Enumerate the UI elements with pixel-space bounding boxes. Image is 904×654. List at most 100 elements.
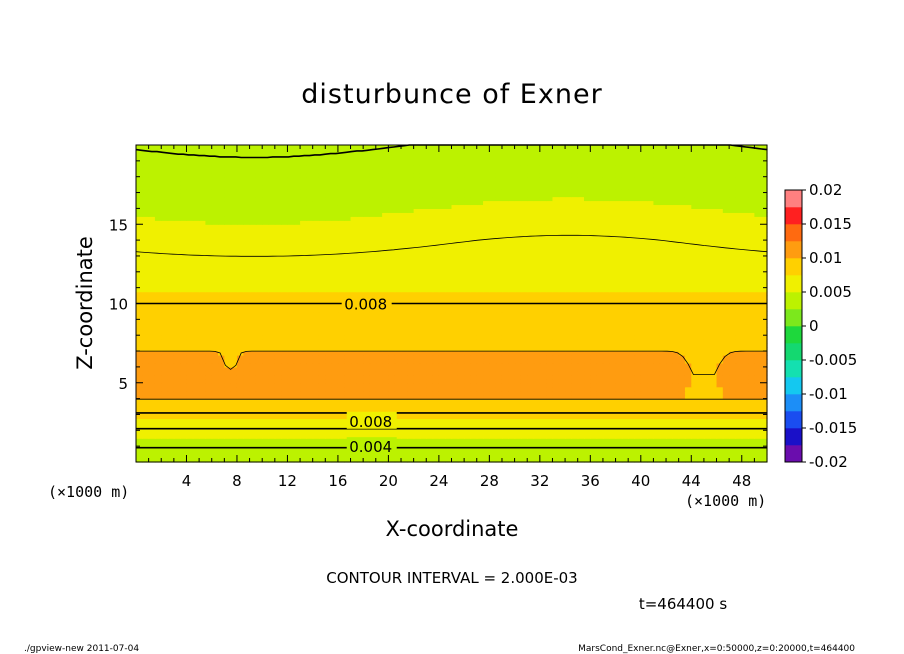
heatmap-cell [754, 422, 762, 427]
heatmap-cell [741, 271, 749, 277]
heatmap-cell [710, 267, 718, 273]
heatmap-cell [199, 295, 207, 301]
heatmap-cell [495, 315, 503, 320]
heatmap-cell [659, 323, 667, 328]
heatmap-cell [584, 362, 591, 368]
heatmap-cell [722, 390, 730, 396]
heatmap-cell [628, 438, 636, 443]
heatmap-cell [470, 434, 478, 439]
heatmap-cell [634, 438, 642, 443]
heatmap-cell [527, 414, 535, 420]
heatmap-cell [748, 402, 755, 408]
heatmap-cell [527, 303, 535, 309]
heatmap-cell [659, 362, 667, 368]
heatmap-cell [249, 343, 257, 348]
heatmap-cell [666, 390, 673, 396]
heatmap-cell [268, 287, 276, 293]
heatmap-cell [287, 450, 295, 455]
heatmap-cell [634, 378, 642, 384]
heatmap-cell [716, 358, 724, 364]
heatmap-cell [514, 406, 522, 412]
heatmap-cell [300, 366, 307, 372]
heatmap-cell [337, 374, 345, 380]
heatmap-cell [552, 323, 560, 328]
heatmap-cell [243, 362, 251, 368]
heatmap-cell [703, 450, 711, 455]
heatmap-cell [173, 458, 181, 463]
heatmap-cell [136, 434, 143, 439]
heatmap-cell [691, 390, 699, 396]
heatmap-cell [634, 327, 642, 332]
heatmap-cell [205, 386, 213, 392]
heatmap-cell [729, 378, 737, 384]
heatmap-cell [331, 315, 339, 320]
heatmap-cell [243, 454, 251, 459]
heatmap-cell [552, 343, 560, 348]
heatmap-cell [527, 335, 535, 340]
heatmap-cell [325, 382, 333, 388]
heatmap-cell [218, 370, 225, 376]
heatmap-cell [659, 442, 667, 447]
heatmap-cell [615, 271, 623, 277]
heatmap-cell [464, 390, 472, 396]
heatmap-cell [722, 386, 730, 392]
heatmap-cell [394, 358, 402, 364]
heatmap-cell [306, 370, 314, 376]
heatmap-cell [457, 406, 465, 412]
heatmap-cell [584, 343, 591, 348]
heatmap-cell [621, 430, 629, 435]
heatmap-cell [262, 382, 270, 388]
heatmap-cell [236, 442, 244, 447]
heatmap-cell [167, 263, 175, 269]
heatmap-cell [609, 263, 617, 269]
heatmap-cell [300, 430, 307, 435]
heatmap-cell [729, 398, 737, 404]
heatmap-cell [571, 283, 579, 289]
heatmap-cell [508, 430, 516, 435]
heatmap-cell [281, 358, 289, 364]
heatmap-cell [495, 406, 503, 412]
heatmap-cell [142, 386, 150, 392]
heatmap-cell [205, 335, 213, 340]
heatmap-cell [495, 355, 503, 360]
heatmap-cell [741, 303, 749, 309]
heatmap-cell [161, 458, 169, 463]
heatmap-cell [274, 303, 282, 309]
heatmap-cell [716, 438, 724, 443]
heatmap-cell [640, 279, 648, 285]
heatmap-cell [653, 386, 661, 392]
heatmap-cell [489, 362, 497, 368]
heatmap-cell [344, 398, 352, 404]
heatmap-cell [356, 355, 364, 360]
heatmap-cell [476, 291, 484, 297]
heatmap-cell [678, 279, 686, 285]
heatmap-cell [413, 438, 421, 443]
heatmap-cell [640, 394, 648, 400]
heatmap-cell [136, 291, 143, 297]
heatmap-cell [369, 374, 377, 380]
heatmap-cell [154, 335, 162, 340]
heatmap-cell [754, 323, 762, 328]
heatmap-cell [602, 299, 610, 305]
heatmap-cell [268, 458, 276, 463]
heatmap-cell [684, 382, 692, 388]
heatmap-cell [514, 335, 522, 340]
heatmap-cell [388, 390, 396, 396]
heatmap-cell [571, 307, 579, 313]
heatmap-cell [729, 402, 737, 408]
heatmap-cell [375, 263, 383, 269]
heatmap-cell [621, 315, 629, 320]
heatmap-cell [268, 430, 276, 435]
heatmap-cell [489, 366, 497, 372]
heatmap-cell [451, 279, 459, 285]
heatmap-cell [426, 370, 434, 376]
heatmap-cell [451, 430, 459, 435]
heatmap-cell [293, 374, 301, 380]
heatmap-cell [451, 343, 459, 348]
heatmap-cell [281, 283, 289, 289]
heatmap-cell [735, 406, 743, 412]
heatmap-cell [602, 343, 610, 348]
heatmap-cell [552, 418, 560, 423]
heatmap-cell [489, 422, 497, 427]
heatmap-cell [464, 311, 472, 316]
